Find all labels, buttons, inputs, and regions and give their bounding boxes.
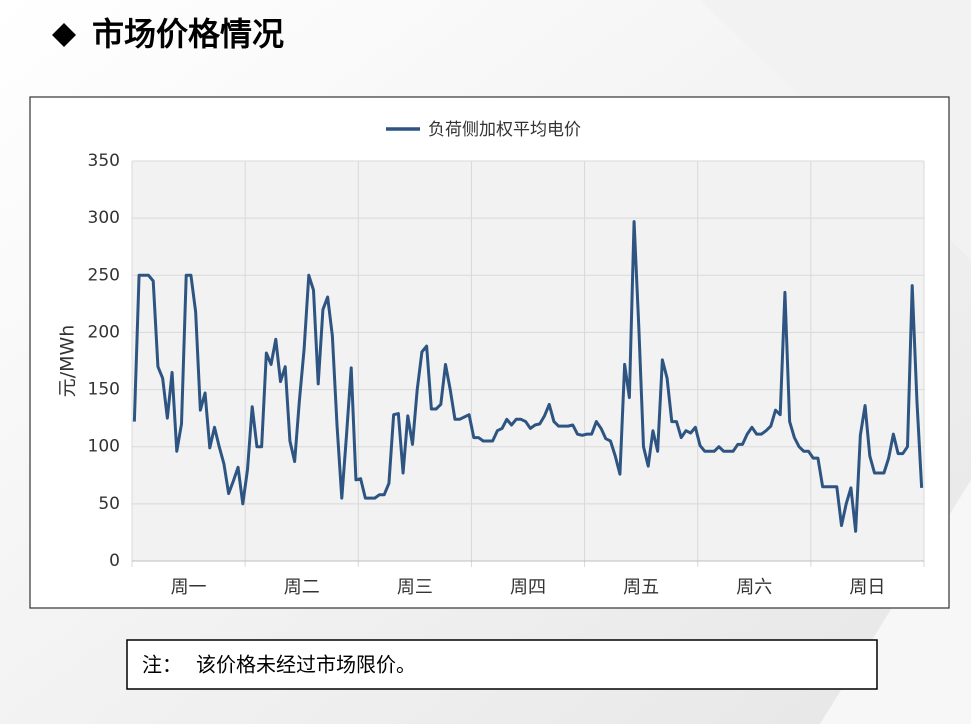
x-tick-label: 周五: [623, 577, 659, 598]
x-tick-label: 周四: [510, 577, 546, 598]
y-tick-label: 200: [88, 322, 120, 342]
y-tick-label: 0: [109, 551, 120, 571]
y-tick-label: 50: [98, 494, 120, 514]
x-tick-label: 周一: [171, 577, 207, 598]
y-axis-label: 元/MWh: [57, 325, 79, 398]
plot: 0 50 100 150 200 250 300 350 周一 周二 周三 周四 周五 周六 周日: [88, 151, 925, 598]
note-text: 该价格未经过市场限价。: [196, 653, 416, 677]
data-line: [132, 220, 924, 533]
x-tick-label: 周六: [736, 577, 772, 598]
title-bullet: [52, 23, 76, 47]
legend-label: 负荷侧加权平均电价: [428, 120, 581, 140]
x-tick-label: 周三: [397, 577, 433, 598]
y-tick-label: 150: [88, 380, 120, 400]
y-tick-label: 100: [88, 437, 120, 457]
x-tick-label: 周二: [284, 577, 320, 598]
y-tick-label: 250: [88, 265, 120, 285]
note-label: 注：: [142, 653, 182, 677]
y-tick-label: 300: [88, 208, 120, 228]
plot-area: [132, 161, 924, 561]
y-tick-label: 350: [88, 151, 120, 171]
x-tick-label: 周日: [849, 577, 885, 598]
note-box: [126, 639, 878, 690]
slide-title: 市场价格情况: [92, 15, 284, 53]
